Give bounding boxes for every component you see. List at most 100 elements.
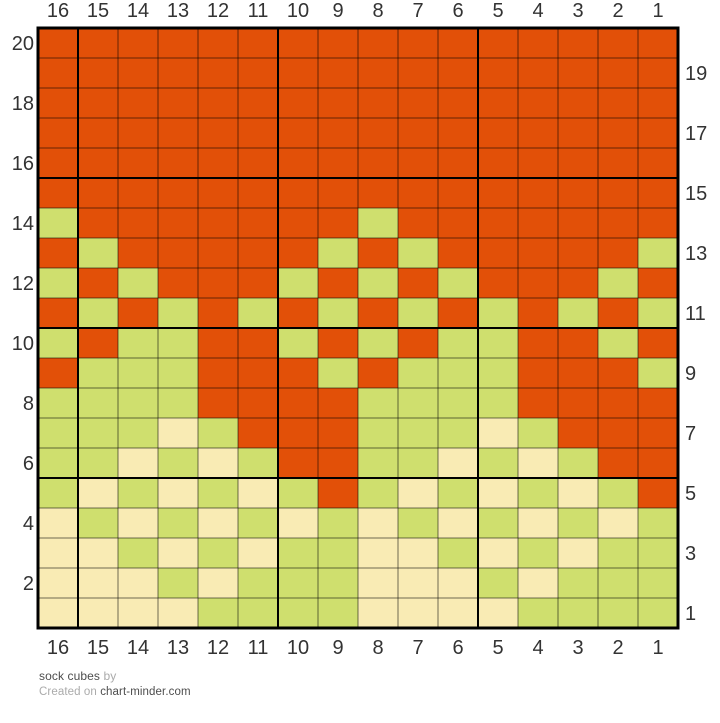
chart-cell — [638, 208, 678, 238]
column-label-bottom: 1 — [652, 637, 663, 659]
chart-cell — [78, 58, 118, 88]
row-label-left: 2 — [23, 573, 34, 595]
chart-cell — [518, 268, 558, 298]
chart-cell — [38, 28, 78, 58]
chart-cell — [518, 88, 558, 118]
chart-cell — [398, 538, 438, 568]
chart-cell — [598, 88, 638, 118]
chart-cell — [38, 478, 78, 508]
column-label-top: 11 — [248, 0, 269, 22]
chart-cell — [198, 538, 238, 568]
chart-cell — [358, 568, 398, 598]
column-label-bottom: 7 — [412, 637, 423, 659]
chart-cell — [518, 598, 558, 628]
chart-cell — [158, 178, 198, 208]
chart-cell — [358, 538, 398, 568]
chart-cell — [518, 328, 558, 358]
chart-cell — [598, 388, 638, 418]
chart-cell — [478, 328, 518, 358]
row-label-right: 11 — [685, 303, 706, 325]
chart-cell — [398, 448, 438, 478]
chart-cell — [398, 238, 438, 268]
column-label-top: 13 — [167, 0, 189, 22]
chart-cell — [198, 268, 238, 298]
chart-cell — [318, 448, 358, 478]
chart-cell — [38, 58, 78, 88]
chart-cell — [158, 148, 198, 178]
chart-cell — [438, 148, 478, 178]
column-label-bottom: 5 — [492, 637, 503, 659]
chart-cell — [358, 118, 398, 148]
chart-cell — [478, 418, 518, 448]
chart-cell — [638, 568, 678, 598]
chart-cell — [558, 208, 598, 238]
chart-cell — [198, 508, 238, 538]
chart-cell — [38, 568, 78, 598]
chart-cell — [478, 478, 518, 508]
chart-cell — [158, 58, 198, 88]
chart-cell — [438, 58, 478, 88]
chart-cell — [278, 448, 318, 478]
chart-cell — [198, 328, 238, 358]
chart-cell — [438, 28, 478, 58]
chart-cell — [38, 448, 78, 478]
chart-cell — [558, 238, 598, 268]
chart-cell — [238, 28, 278, 58]
chart-cell — [38, 598, 78, 628]
chart-cell — [198, 298, 238, 328]
chart-cell — [118, 148, 158, 178]
row-label-left: 20 — [12, 33, 34, 55]
chart-cell — [278, 598, 318, 628]
chart-cell — [518, 238, 558, 268]
column-label-top: 15 — [87, 0, 109, 22]
chart-cell — [398, 388, 438, 418]
chart-cell — [638, 478, 678, 508]
chart-cell — [238, 388, 278, 418]
chart-cell — [198, 118, 238, 148]
chart-cell — [158, 358, 198, 388]
chart-cell — [38, 118, 78, 148]
chart-cell — [318, 358, 358, 388]
column-label-top: 1 — [652, 0, 663, 22]
row-label-left: 6 — [23, 453, 34, 475]
chart-cell — [318, 88, 358, 118]
row-label-right: 9 — [685, 363, 696, 385]
chart-cell — [38, 88, 78, 118]
chart-cell — [318, 268, 358, 298]
chart-cell — [78, 538, 118, 568]
chart-cell — [638, 238, 678, 268]
chart-cell — [278, 418, 318, 448]
chart-cell — [518, 58, 558, 88]
chart-cell — [158, 508, 198, 538]
chart-cell — [598, 418, 638, 448]
chart-cell — [518, 448, 558, 478]
chart-cell — [398, 178, 438, 208]
chart-cell — [598, 598, 638, 628]
chart-title-line: sock cubes by — [39, 670, 191, 682]
chart-cell — [158, 88, 198, 118]
chart-minder-brand: chart-minder.com — [100, 685, 191, 698]
chart-footer: sock cubes by Created on chart-minder.co… — [39, 670, 191, 699]
chart-cell — [398, 508, 438, 538]
chart-cell — [638, 118, 678, 148]
chart-cell — [438, 238, 478, 268]
column-label-bottom: 6 — [452, 637, 463, 659]
chart-cell — [238, 328, 278, 358]
chart-cell — [478, 298, 518, 328]
chart-cell — [598, 28, 638, 58]
chart-cell — [238, 178, 278, 208]
chart-cell — [78, 178, 118, 208]
column-label-top: 9 — [332, 0, 343, 22]
chart-cell — [638, 448, 678, 478]
chart-cell — [78, 328, 118, 358]
chart-cell — [558, 598, 598, 628]
chart-cell — [358, 598, 398, 628]
chart-cell — [318, 238, 358, 268]
chart-cell — [558, 148, 598, 178]
chart-cell — [118, 58, 158, 88]
chart-cell — [398, 598, 438, 628]
chart-cell — [518, 118, 558, 148]
chart-cell — [78, 478, 118, 508]
chart-cell — [238, 508, 278, 538]
chart-cell — [118, 88, 158, 118]
